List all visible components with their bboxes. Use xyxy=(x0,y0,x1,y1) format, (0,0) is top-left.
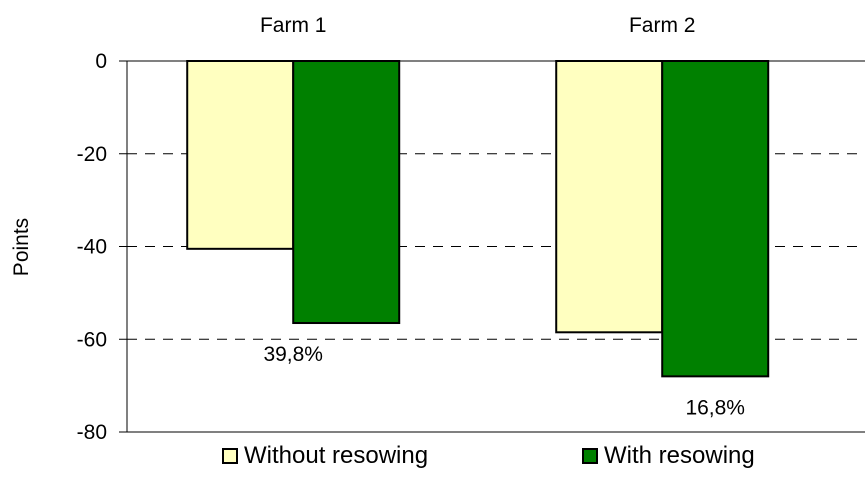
bars xyxy=(186,60,770,378)
y-tick-label: -60 xyxy=(77,328,107,351)
labels: 0 -20 -40 -60 -80 Farm 1 39,8% Farm 2 16,8% xyxy=(77,14,745,440)
bar-chart: 0 -20 -40 -60 -80 Farm 1 39,8% Farm 2 16,8% Poin… xyxy=(10,14,865,440)
y-tick-label: 0 xyxy=(95,50,107,73)
bar-with-resowing-farm-1 xyxy=(292,60,401,325)
legend-label-with-resowing: With resowing xyxy=(604,442,755,469)
legend-swatch-without-resowing xyxy=(222,448,238,464)
bar-with-resowing-farm-2 xyxy=(661,60,770,378)
y-axis-title: Points xyxy=(10,218,33,276)
y-tick-label: -80 xyxy=(77,421,107,440)
legend-swatch-with-resowing xyxy=(582,448,598,464)
y-tick-label: -20 xyxy=(77,143,107,166)
legend: Without resowing With resowing xyxy=(0,442,865,482)
y-tick-label: -40 xyxy=(77,236,107,259)
legend-item-without-resowing: Without resowing xyxy=(222,442,428,470)
bar-without-resowing-farm-1 xyxy=(186,60,295,250)
category-label: Farm 2 xyxy=(629,14,696,37)
percent-annotation: 16,8% xyxy=(685,396,745,419)
bar-without-resowing-farm-2 xyxy=(555,60,664,334)
category-label: Farm 1 xyxy=(260,14,327,37)
legend-item-with-resowing: With resowing xyxy=(582,442,755,470)
percent-annotation: 39,8% xyxy=(263,343,323,366)
legend-label-without-resowing: Without resowing xyxy=(244,442,429,469)
axes xyxy=(119,60,865,433)
